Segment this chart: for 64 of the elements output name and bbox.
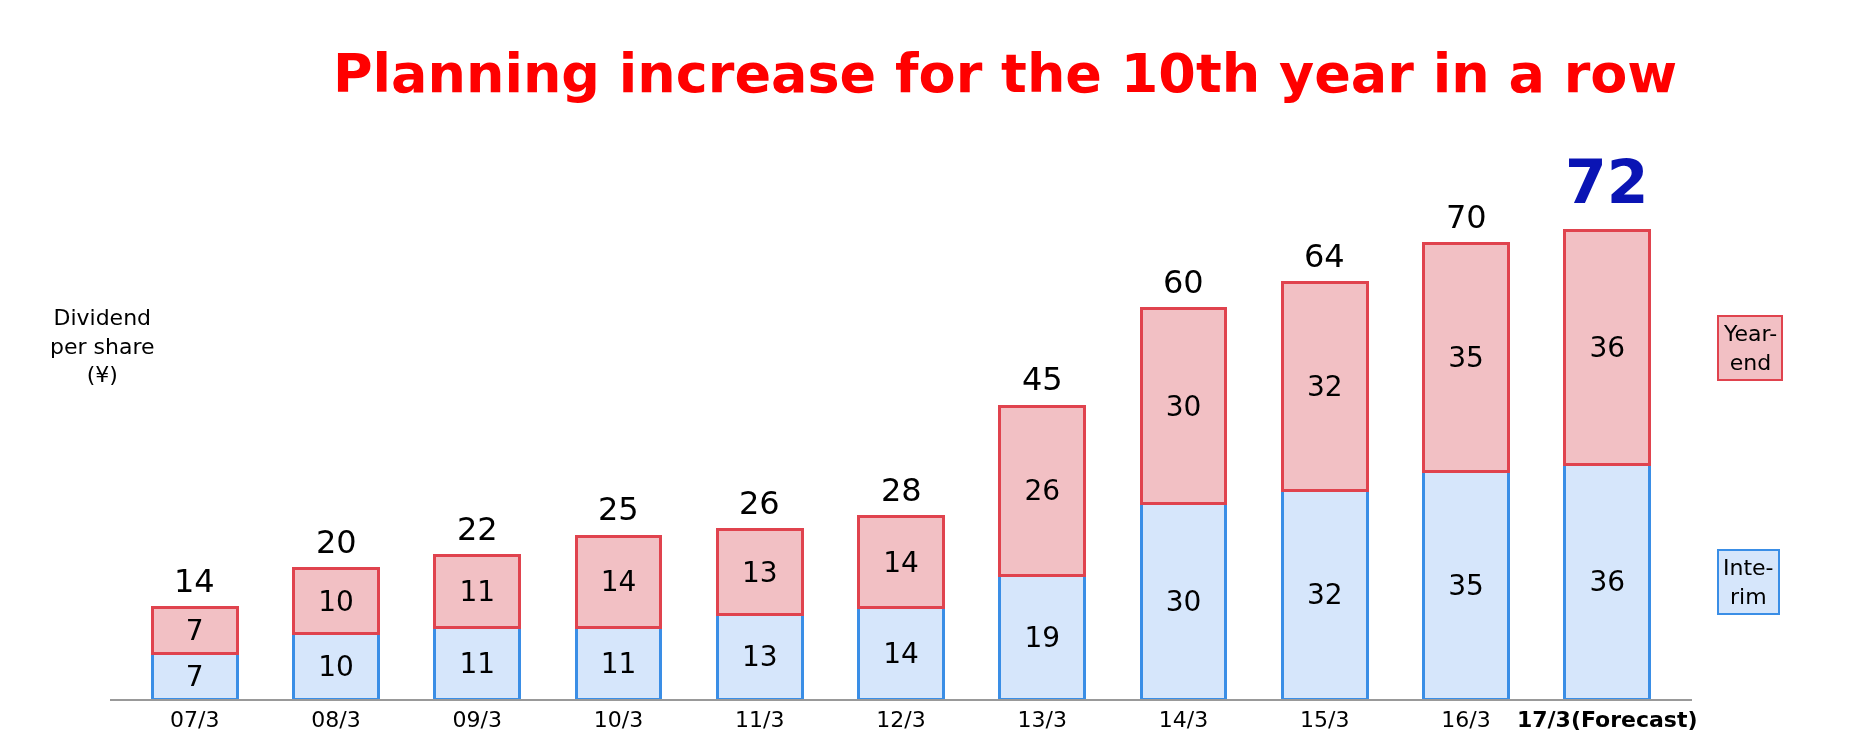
total-label: 28	[881, 471, 922, 509]
data-label: 36	[1589, 331, 1626, 365]
bar	[857, 515, 945, 610]
text: Inte-rim	[1723, 555, 1774, 609]
data-label: 30	[1165, 389, 1202, 423]
bar	[574, 534, 663, 629]
x-tick-label: 14/3	[1158, 707, 1209, 733]
bar	[857, 606, 945, 699]
x-tick-label: 10/3	[593, 707, 644, 733]
x-tick-label: 15/3	[1300, 707, 1350, 733]
x-tick-label: 11/3	[735, 707, 785, 733]
data-label: 13	[741, 640, 778, 674]
total-label: 45	[1022, 360, 1063, 398]
total-label: 26	[739, 484, 780, 522]
bar	[433, 554, 522, 629]
x-tick-label: 07/3	[170, 707, 220, 733]
bar	[715, 528, 804, 616]
data-label: 35	[1448, 568, 1484, 602]
data-label: 11	[459, 575, 496, 609]
bar	[1280, 489, 1369, 699]
data-label: 7	[185, 614, 204, 648]
data-label: 32	[1306, 578, 1343, 612]
bar	[1139, 502, 1228, 699]
bar	[150, 606, 239, 655]
data-label: 11	[459, 646, 496, 680]
chart-title: Planning increase for the 10th year in a row	[333, 42, 1678, 105]
total-label: 72	[1565, 147, 1649, 217]
bar	[1139, 307, 1228, 506]
x-tick-label: 12/3	[876, 707, 926, 733]
x-tick-label: 16/3	[1441, 707, 1491, 733]
x-tick-label: 13/3	[1017, 707, 1067, 733]
data-label: 7	[185, 659, 204, 693]
x-tick-label: 09/3	[452, 707, 502, 733]
data-label: 30	[1165, 584, 1202, 618]
data-label: 14	[600, 565, 637, 599]
y-axis-title: Dividend per share (¥)	[50, 305, 155, 388]
data-label: 36	[1589, 565, 1626, 599]
total-label: 70	[1446, 198, 1487, 236]
bar	[292, 567, 380, 636]
data-label: 26	[1024, 474, 1061, 508]
total-label: 22	[457, 510, 498, 548]
data-label: 14	[883, 545, 919, 579]
total-label: 14	[174, 562, 215, 600]
data-label: 14	[883, 636, 919, 670]
bar	[1563, 463, 1652, 699]
total-label: 20	[316, 523, 357, 561]
data-label: 10	[318, 584, 354, 618]
bar	[998, 404, 1087, 577]
total-label: 60	[1163, 263, 1204, 301]
x-tick-label: 17/3(Forecast)	[1516, 707, 1698, 733]
x-tick-label: 08/3	[311, 707, 361, 733]
data-label: 32	[1306, 370, 1343, 404]
data-label: 13	[741, 555, 778, 589]
bar	[292, 632, 380, 699]
data-label: 19	[1024, 620, 1061, 654]
data-label: 11	[600, 646, 637, 680]
text: Year-end	[1723, 321, 1778, 375]
total-label: 25	[598, 490, 639, 528]
bar	[1280, 281, 1369, 493]
bar	[1563, 229, 1652, 467]
data-label: 10	[318, 649, 354, 683]
bar	[1422, 242, 1510, 473]
data-label: 35	[1448, 341, 1484, 375]
total-label: 64	[1304, 237, 1345, 275]
